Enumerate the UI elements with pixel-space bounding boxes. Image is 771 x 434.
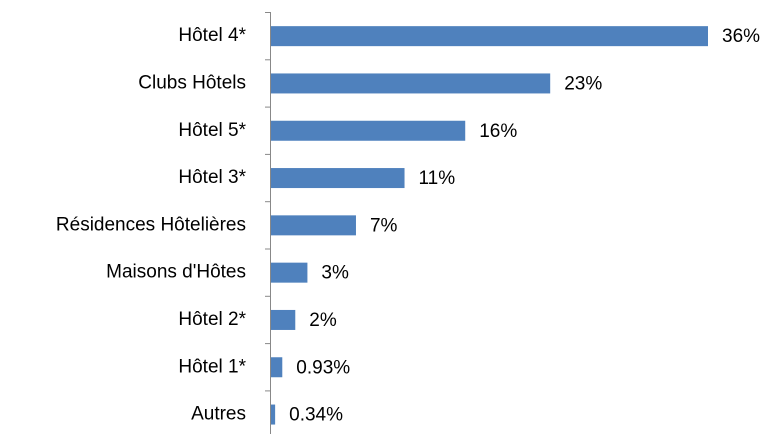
value-label: 11% <box>419 168 456 189</box>
category-label: Hôtel 3* <box>178 167 246 188</box>
value-label: 23% <box>564 73 602 94</box>
category-label: Clubs Hôtels <box>138 72 246 93</box>
bar <box>271 120 466 141</box>
bar <box>271 73 551 94</box>
bar <box>271 26 708 47</box>
value-label: 2% <box>309 310 337 331</box>
bar <box>271 168 405 189</box>
category-label: Résidences Hôtelières <box>56 214 246 235</box>
bar <box>271 309 296 330</box>
value-label: 3% <box>321 263 349 284</box>
value-label: 36% <box>722 26 760 47</box>
category-label: Maisons d'Hôtes <box>106 262 246 283</box>
category-label: Hôtel 1* <box>178 356 246 377</box>
category-label: Autres <box>191 404 246 425</box>
value-label: 0.34% <box>289 405 343 426</box>
category-label: Hôtel 2* <box>178 309 246 330</box>
bar <box>271 404 276 425</box>
value-label: 0.93% <box>296 357 350 378</box>
category-label: Hôtel 4* <box>178 25 246 46</box>
category-label: Hôtel 5* <box>178 120 246 141</box>
value-label: 7% <box>370 215 398 236</box>
bar <box>271 262 308 283</box>
bar <box>271 357 283 378</box>
value-label: 16% <box>479 121 517 142</box>
bar <box>271 215 356 236</box>
